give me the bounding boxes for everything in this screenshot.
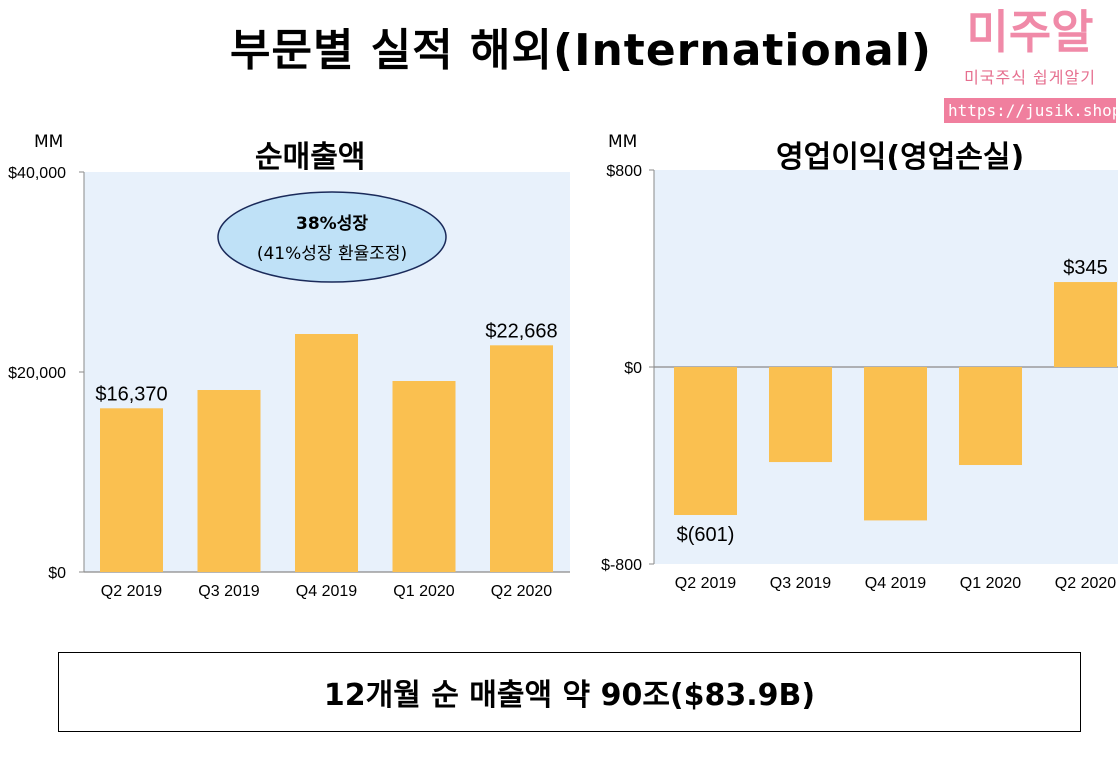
growth-bubble-line2: (41%성장 환율조정) [257,244,407,264]
right-data-label: $345 [1063,257,1108,279]
brand-url[interactable]: https://jusik.shop [944,98,1118,123]
left-x-tick-label: Q1 2020 [393,583,454,600]
right-x-tick-label: Q2 2020 [1055,575,1116,592]
right-x-tick-label: Q1 2020 [960,575,1021,592]
right-y-tick-label: $800 [606,163,642,180]
left-bar [100,408,163,572]
brand-logo: 미주알 미국주식 쉽게알기 https://jusik.shop [944,5,1118,123]
left-bar [295,334,358,572]
left-data-label: $16,370 [95,383,167,405]
right-x-tick-label: Q4 2019 [865,575,926,592]
left-x-tick-label: Q2 2020 [491,583,552,600]
right-bar [769,367,832,463]
growth-bubble-line1: 38%성장 [296,214,368,234]
left-y-tick-label: $20,000 [8,365,66,382]
left-bar [197,390,261,572]
right-x-tick-label: Q2 2019 [675,575,736,592]
growth-bubble [217,191,447,283]
left-bar [392,381,456,572]
brand-name: 미주알 [966,5,1094,59]
left-y-tick-label: $0 [48,565,66,582]
right-chart-title: 영업이익(영업손실) [776,140,1025,175]
left-x-tick-label: Q2 2019 [101,583,162,600]
right-bar [864,367,927,521]
brand-tagline: 미국주식 쉽게알기 [964,68,1096,87]
left-y-tick-label: $40,000 [8,165,66,182]
left-chart-unit: MM [34,132,64,152]
right-bar [1054,282,1117,367]
page-title: 부문별 실적 해외(International) [230,25,932,76]
right-y-tick-label: $-800 [601,557,642,574]
right-bar [674,367,737,515]
right-data-label: $(601) [677,524,735,546]
left-bar [490,345,553,572]
left-data-label: $22,668 [485,320,557,342]
left-x-tick-label: Q4 2019 [296,583,357,600]
left-chart-title: 순매출액 [255,140,366,175]
right-chart-unit: MM [608,132,638,152]
summary-box: 12개월 순 매출액 약 90조($83.9B) [58,652,1081,732]
right-y-tick-label: $0 [624,360,642,377]
right-bar [959,367,1022,466]
left-x-tick-label: Q3 2019 [198,583,259,600]
right-x-tick-label: Q3 2019 [770,575,831,592]
